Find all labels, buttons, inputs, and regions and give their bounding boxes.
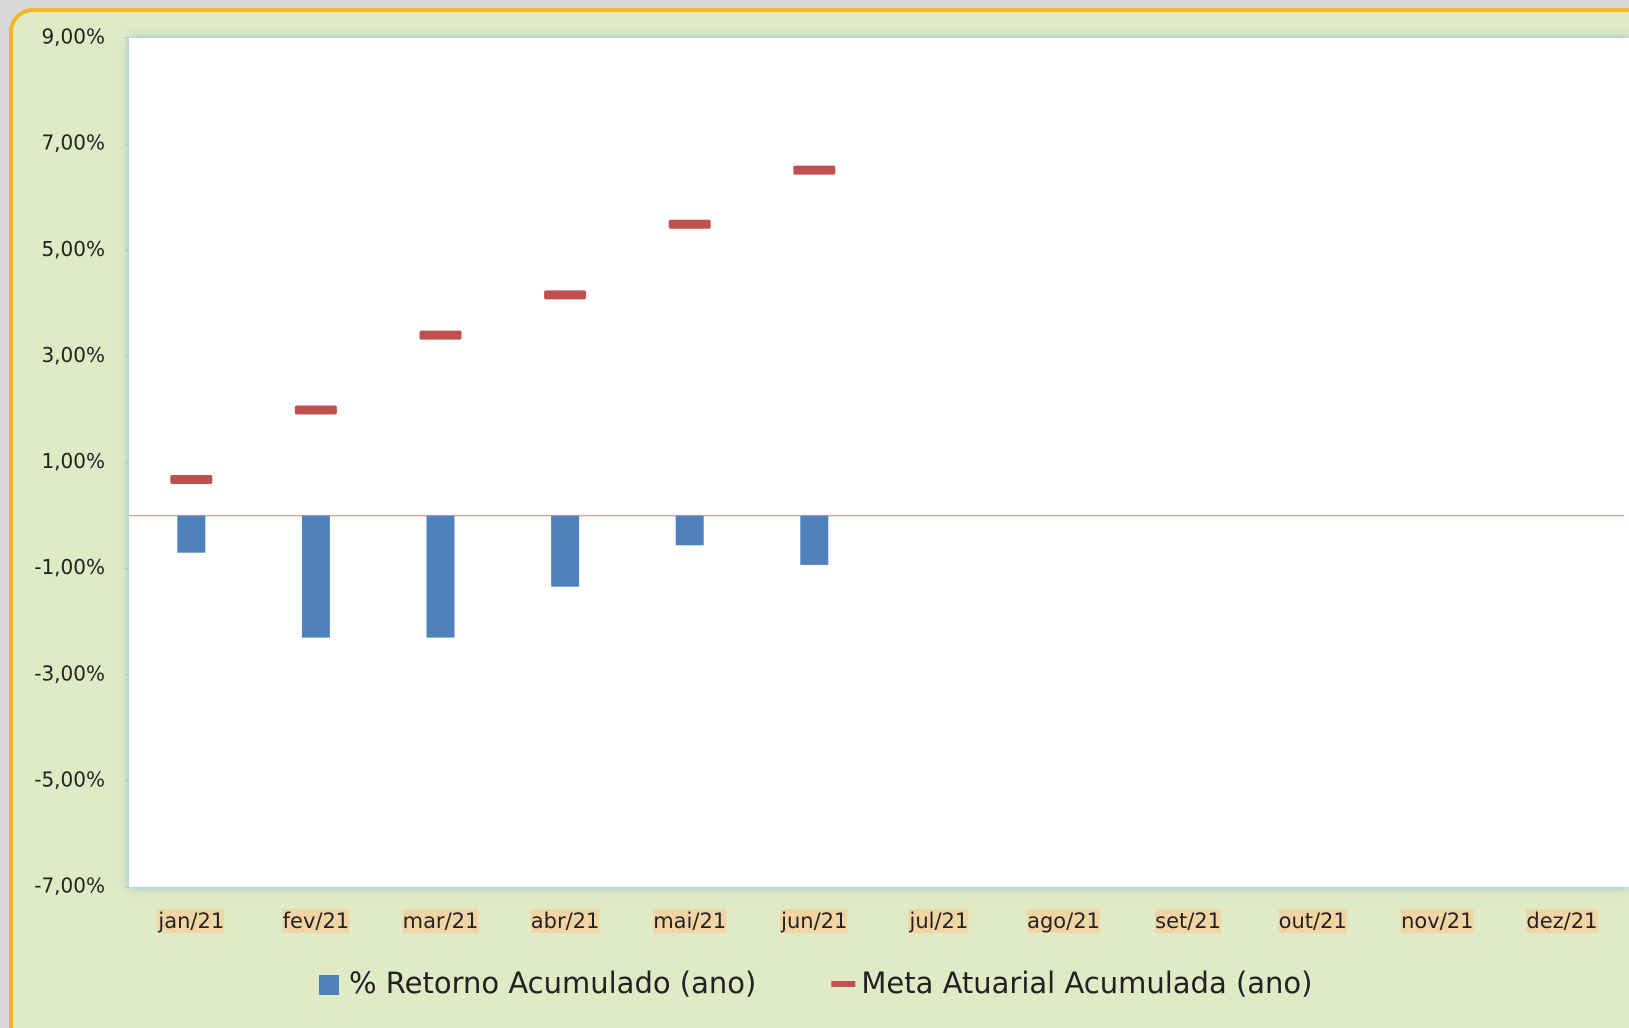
legend-label: Meta Atuarial Acumulada (ano) bbox=[861, 966, 1312, 1000]
y-tick-label: 5,00% bbox=[41, 237, 105, 261]
plot-area bbox=[129, 38, 1629, 887]
x-tick-highlight bbox=[1526, 909, 1598, 933]
x-tick-highlight bbox=[1155, 909, 1222, 933]
x-tick-highlight bbox=[282, 909, 350, 933]
y-tick-label: -7,00% bbox=[34, 874, 105, 898]
target-marker bbox=[419, 330, 462, 340]
legend-swatch bbox=[831, 981, 856, 987]
target-marker bbox=[793, 165, 836, 175]
y-tick-label: 1,00% bbox=[41, 449, 105, 473]
x-tick-label: nov/21 bbox=[1401, 909, 1473, 933]
x-tick-highlight bbox=[157, 909, 225, 933]
x-tick-label: ago/21 bbox=[1027, 909, 1100, 933]
bar bbox=[177, 515, 206, 553]
x-tick-highlight bbox=[780, 909, 848, 933]
x-tick-highlight bbox=[653, 909, 727, 933]
x-tick-label: jul/21 bbox=[909, 909, 969, 933]
y-tick-label: 3,00% bbox=[41, 343, 105, 367]
target-marker bbox=[668, 219, 711, 229]
bar bbox=[551, 515, 580, 587]
target-marker bbox=[170, 474, 213, 484]
x-tick-label: mar/21 bbox=[403, 909, 479, 933]
x-tick-label: jun/21 bbox=[780, 909, 847, 933]
x-tick-highlight bbox=[402, 909, 479, 933]
x-tick-highlight bbox=[908, 909, 969, 933]
x-tick-label: set/21 bbox=[1155, 909, 1221, 933]
legend-label: % Retorno Acumulado (ano) bbox=[349, 966, 756, 1000]
x-tick-highlight bbox=[1027, 909, 1100, 933]
y-tick-label: -3,00% bbox=[34, 661, 105, 685]
x-tick-label: jan/21 bbox=[157, 909, 224, 933]
bar bbox=[301, 515, 330, 638]
x-tick-highlight bbox=[1401, 909, 1474, 933]
legend-swatch bbox=[319, 975, 339, 995]
x-tick-label: mai/21 bbox=[653, 909, 726, 933]
x-tick-label: dez/21 bbox=[1526, 909, 1597, 933]
target-marker bbox=[544, 290, 587, 300]
bar bbox=[675, 515, 704, 546]
target-marker bbox=[294, 405, 337, 415]
y-tick-label: -5,00% bbox=[34, 767, 105, 791]
x-tick-label: out/21 bbox=[1279, 909, 1347, 933]
x-tick-highlight bbox=[1278, 909, 1347, 933]
x-tick-label: abr/21 bbox=[531, 909, 600, 933]
bar bbox=[800, 515, 829, 565]
y-tick-label: 9,00% bbox=[41, 25, 105, 49]
y-tick-label: 7,00% bbox=[41, 131, 105, 155]
x-tick-label: fev/21 bbox=[283, 909, 350, 933]
x-tick-highlight bbox=[530, 909, 600, 933]
y-tick-label: -1,00% bbox=[34, 555, 105, 579]
bar bbox=[426, 515, 455, 638]
